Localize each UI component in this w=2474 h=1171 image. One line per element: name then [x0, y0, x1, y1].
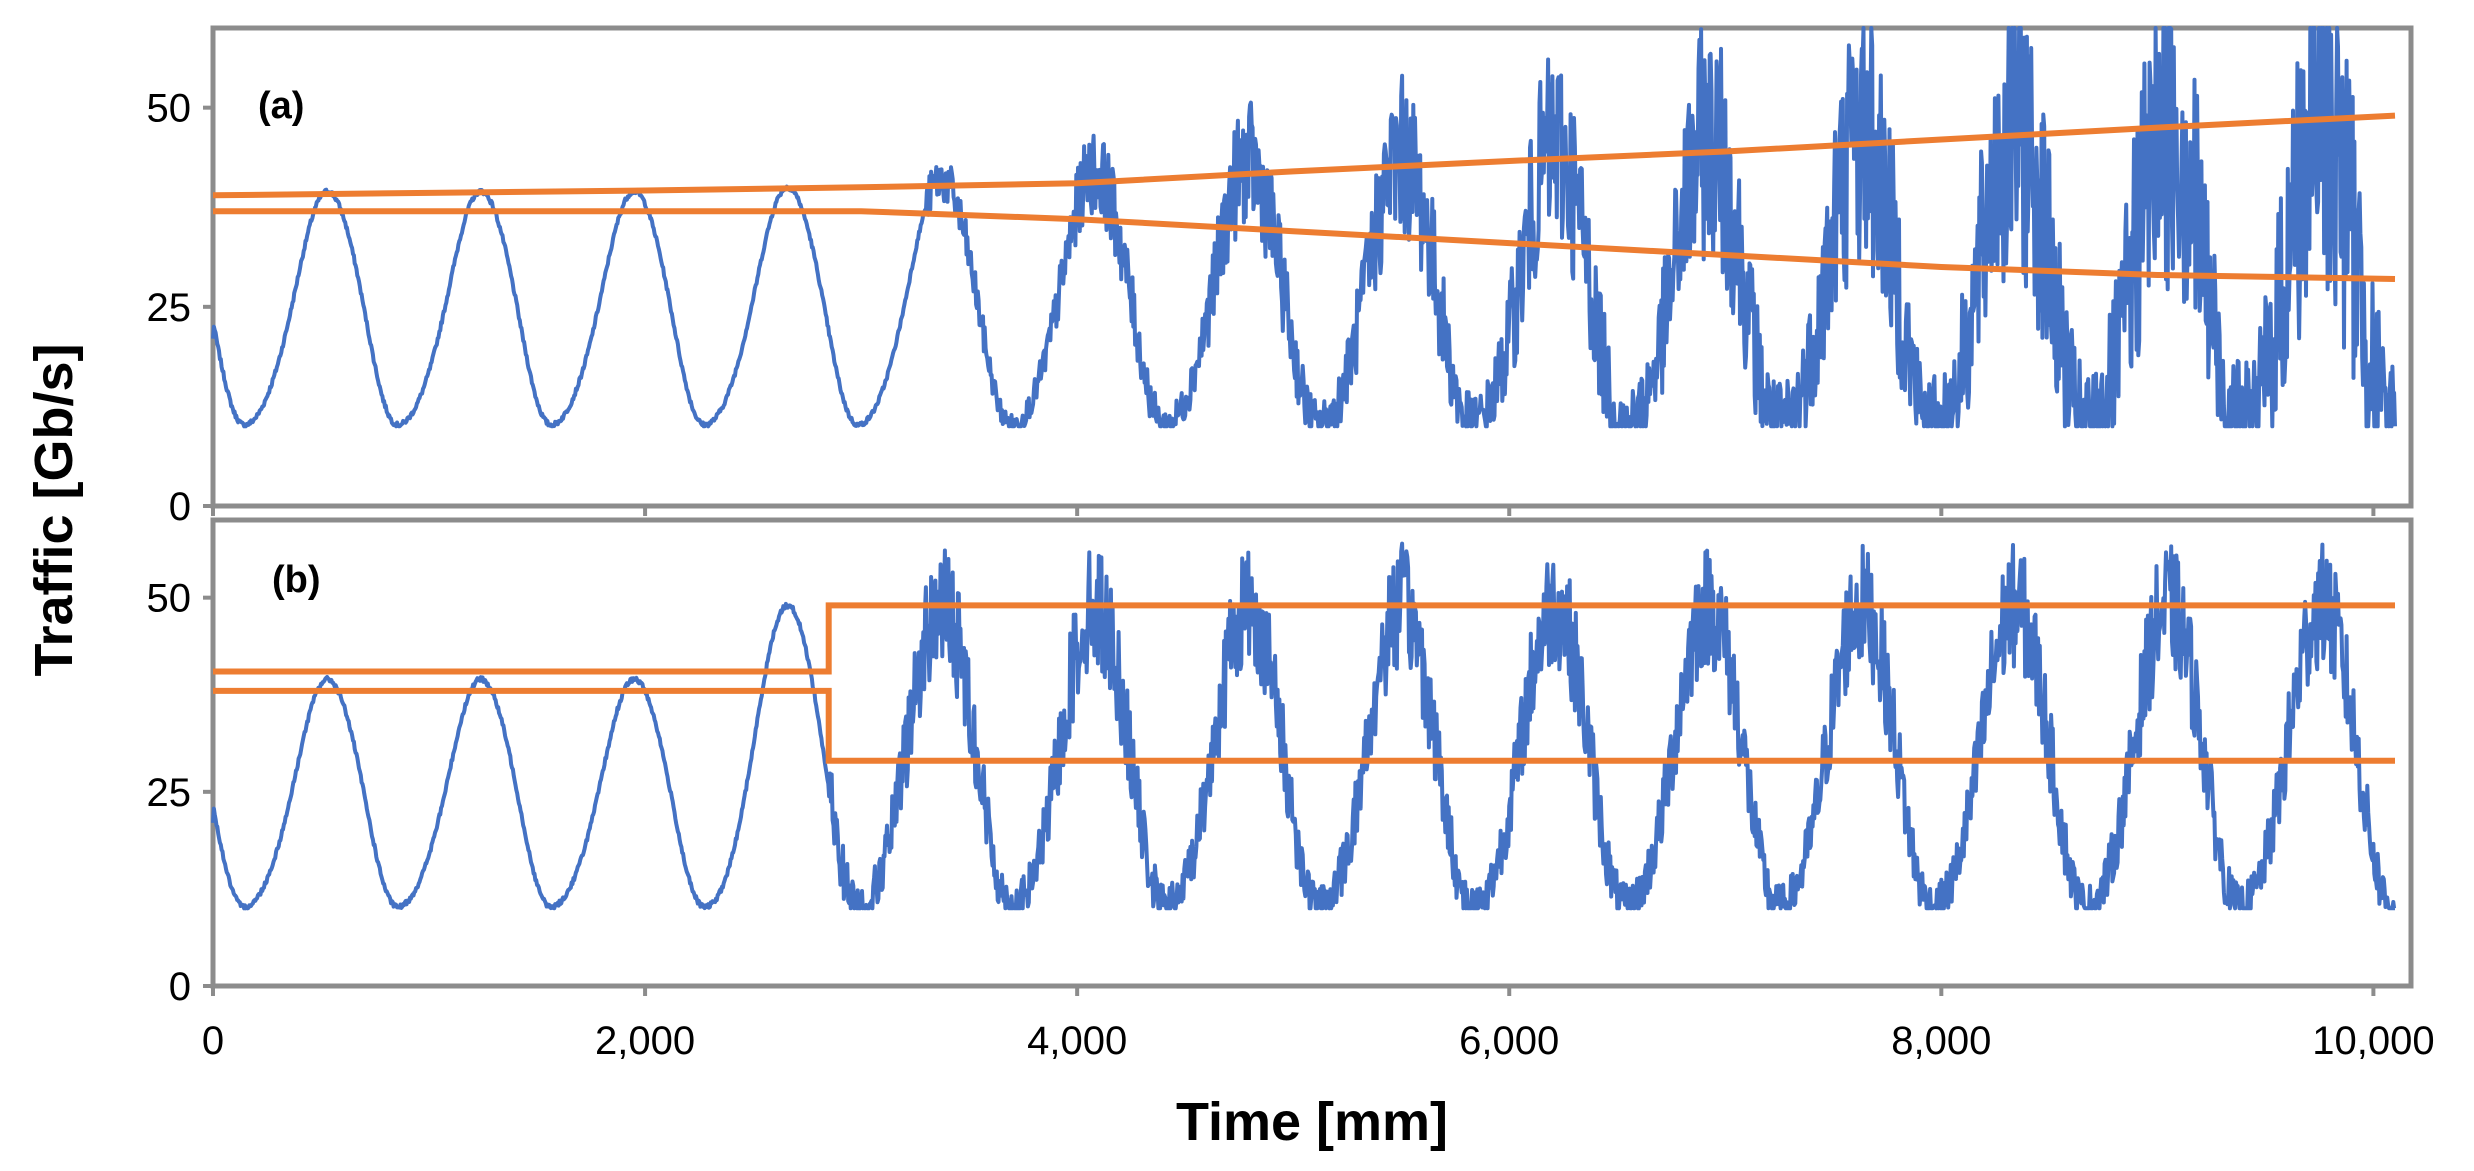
panel-b-label: (b): [272, 559, 321, 601]
panel-a-frame: [210, 25, 2414, 509]
panel-b-series: [211, 541, 2397, 911]
x-axis-title: Time [mm]: [1176, 1092, 1448, 1152]
x-tick-label: 6,000: [1459, 1019, 1559, 1063]
panel-a-label: (a): [258, 85, 304, 127]
panel-a-x-ticks: [211, 506, 2376, 516]
x-tick-labels: 0 2,000 4,000 6,000 8,000 10,000: [202, 1019, 2435, 1063]
lower-threshold-line: [213, 208, 2396, 282]
x-tick-label: 10,000: [2312, 1019, 2434, 1063]
x-tick-label: 4,000: [1027, 1019, 1127, 1063]
y-axis-title: Traffic [Gb/s]: [24, 343, 84, 676]
upper-threshold-line: [212, 112, 2396, 199]
panel-b-y-ticks: 0 25 50: [147, 577, 213, 1009]
panel-a: 0 25 50 (a): [147, 25, 2414, 529]
y-tick-label: 25: [147, 286, 192, 330]
panel-b-frame: [210, 517, 2414, 989]
y-tick-label: 0: [169, 965, 191, 1009]
x-tick-label: 0: [202, 1019, 224, 1063]
x-tick-label: 2,000: [595, 1019, 695, 1063]
panel-a-series: [211, 26, 2397, 429]
y-tick-label: 50: [147, 577, 192, 621]
traffic-series-line: [211, 541, 2397, 911]
lower-threshold-line: [213, 687, 2395, 764]
traffic-series-line: [211, 26, 2397, 429]
y-tick-label: 50: [147, 87, 192, 131]
x-tick-label: 8,000: [1891, 1019, 1991, 1063]
upper-threshold-line: [213, 602, 2395, 675]
panel-b: 0 25 50 (b): [147, 517, 2414, 1009]
panel-b-x-ticks: [211, 986, 2376, 996]
y-tick-label: 0: [169, 485, 191, 529]
panel-a-y-ticks: 0 25 50: [147, 87, 213, 529]
y-tick-label: 25: [147, 771, 192, 815]
